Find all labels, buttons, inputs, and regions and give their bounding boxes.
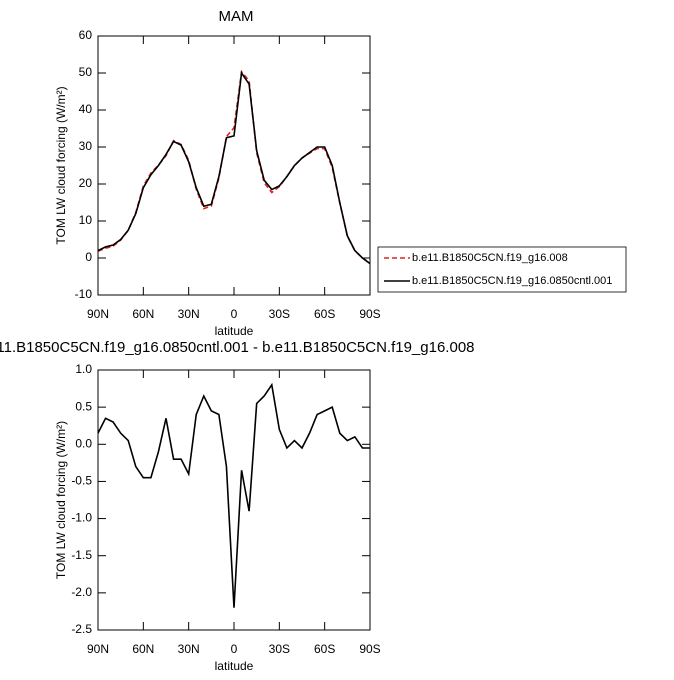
y-tick-label: 50 <box>79 65 93 79</box>
y-tick-label: 1.0 <box>75 362 92 376</box>
x-tick-label: 0 <box>231 307 238 321</box>
y-tick-label: 0 <box>85 250 92 264</box>
y-tick-label: -1.5 <box>71 548 92 562</box>
chart-title: MAM <box>219 8 254 25</box>
chart-title: b.e11.B1850C5CN.f19_g16.0850cntl.001 - b… <box>0 339 474 356</box>
x-tick-label: 90S <box>359 307 380 321</box>
x-tick-label: 60S <box>314 642 335 656</box>
y-axis-label: TOM LW cloud forcing (W/m²) <box>54 421 68 579</box>
x-tick-label: 90S <box>359 642 380 656</box>
x-tick-label: 30S <box>269 642 290 656</box>
y-tick-label: 30 <box>79 139 93 153</box>
data-line <box>97 70 371 265</box>
x-tick-label: 90N <box>87 642 109 656</box>
y-tick-label: -2.5 <box>71 622 92 636</box>
x-axis-label: latitude <box>215 324 254 338</box>
x-tick-label: 30N <box>178 307 200 321</box>
y-tick-label: -10 <box>75 287 93 301</box>
y-tick-label: 60 <box>79 28 93 42</box>
plot-frame <box>97 35 371 296</box>
y-tick-label: -0.5 <box>71 474 92 488</box>
x-tick-label: 30N <box>178 642 200 656</box>
y-tick-label: 20 <box>79 176 93 190</box>
y-tick-label: 10 <box>79 213 93 227</box>
x-axis-label: latitude <box>215 659 254 673</box>
x-tick-label: 0 <box>231 642 238 656</box>
y-tick-label: -2.0 <box>71 585 92 599</box>
plot-frame <box>97 369 371 631</box>
legend-label: b.e11.B1850C5CN.f19_g16.0850cntl.001 <box>412 275 612 287</box>
y-axis-label: TOM LW cloud forcing (W/m²) <box>54 86 68 244</box>
x-tick-label: 60N <box>132 642 154 656</box>
x-tick-label: 30S <box>269 307 290 321</box>
legend-label: b.e11.B1850C5CN.f19_g16.008 <box>412 252 568 264</box>
data-line <box>97 69 371 265</box>
y-tick-label: -1.0 <box>71 511 92 525</box>
y-tick-label: 0.0 <box>75 436 92 450</box>
x-tick-label: 60S <box>314 307 335 321</box>
y-tick-label: 0.5 <box>75 399 92 413</box>
y-tick-label: 40 <box>79 102 93 116</box>
x-tick-label: 90N <box>87 307 109 321</box>
legend-box <box>377 246 627 293</box>
data-line <box>97 382 370 608</box>
x-tick-label: 60N <box>132 307 154 321</box>
